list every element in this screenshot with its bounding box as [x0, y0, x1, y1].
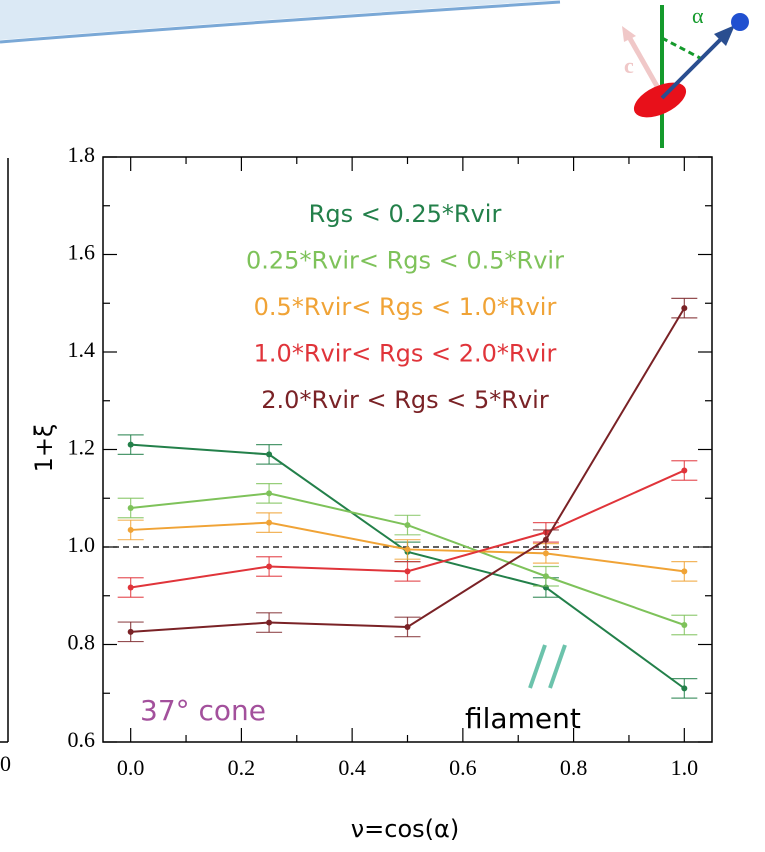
x-tick-label: 0.2: [228, 755, 256, 780]
x-tick-label: 0.6: [449, 755, 477, 780]
y-tick-label: 1.2: [68, 435, 96, 460]
diagram-arrow: [660, 30, 730, 100]
y-tick-label: 1.4: [68, 337, 96, 362]
x-tick-label: 0.4: [338, 755, 366, 780]
data-point: [681, 685, 688, 692]
data-point: [266, 490, 273, 497]
data-point: [127, 441, 134, 448]
data-point: [266, 451, 273, 458]
data-point: [681, 305, 688, 312]
y-tick-label: 1.0: [68, 532, 96, 557]
left-panel-tick-label: 0: [0, 751, 11, 776]
data-point: [404, 568, 411, 575]
diagram-angle: [661, 36, 701, 60]
y-tick-label: 1.8: [68, 142, 96, 167]
y-axis-label: 1+ξ: [30, 424, 58, 473]
diagram-c: c: [624, 53, 634, 78]
x-tick-label: 0.8: [560, 755, 588, 780]
data-point: [681, 467, 688, 474]
x-axis-label: ν=cos(α): [351, 815, 459, 843]
data-point: [681, 622, 688, 628]
annotation: 37° cone: [140, 694, 266, 727]
y-tick-label: 1.6: [68, 240, 96, 265]
data-point: [404, 522, 411, 529]
decoration-arc: [0, 0, 560, 40]
filament-mark: [528, 644, 547, 689]
legend-entry: 0.5*Rvir< Rgs < 1.0*Rvir: [254, 293, 557, 321]
data-point: [542, 550, 549, 557]
legend-entry: Rgs < 0.25*Rvir: [309, 200, 502, 228]
diagram-satellite: [731, 13, 749, 31]
annotation: filament: [465, 702, 581, 735]
diagram-c-head: [622, 26, 636, 42]
legend-entry: 1.0*Rvir< Rgs < 2.0*Rvir: [254, 340, 557, 368]
diagram-galaxy: [633, 82, 687, 118]
data-point: [542, 536, 549, 543]
legend-entry: 2.0*Rvir < Rgs < 5*Rvir: [261, 386, 549, 414]
y-tick-label: 0.8: [68, 630, 96, 655]
data-point: [127, 505, 134, 511]
diagram-arrowhead: [714, 25, 735, 46]
diagram-c-arrow: [625, 33, 665, 97]
data-point: [127, 628, 134, 635]
data-point: [127, 526, 134, 533]
decoration-arc-line: [0, 0, 561, 44]
data-point: [266, 519, 273, 526]
x-tick-label: 1.0: [671, 755, 699, 780]
data-point: [681, 568, 688, 575]
data-point: [542, 573, 549, 580]
orientation-diagram: α c: [622, 3, 749, 148]
legend-entry: 0.25*Rvir< Rgs < 0.5*Rvir: [246, 247, 564, 275]
data-point: [404, 546, 411, 553]
data-point: [266, 563, 273, 570]
data-point: [266, 619, 273, 626]
filament-mark: [548, 644, 567, 689]
diagram-alpha: α: [692, 3, 704, 28]
data-point: [127, 584, 134, 591]
y-tick-label: 0.6: [68, 727, 96, 752]
data-point: [404, 623, 411, 630]
x-tick-label: 0.0: [117, 755, 145, 780]
